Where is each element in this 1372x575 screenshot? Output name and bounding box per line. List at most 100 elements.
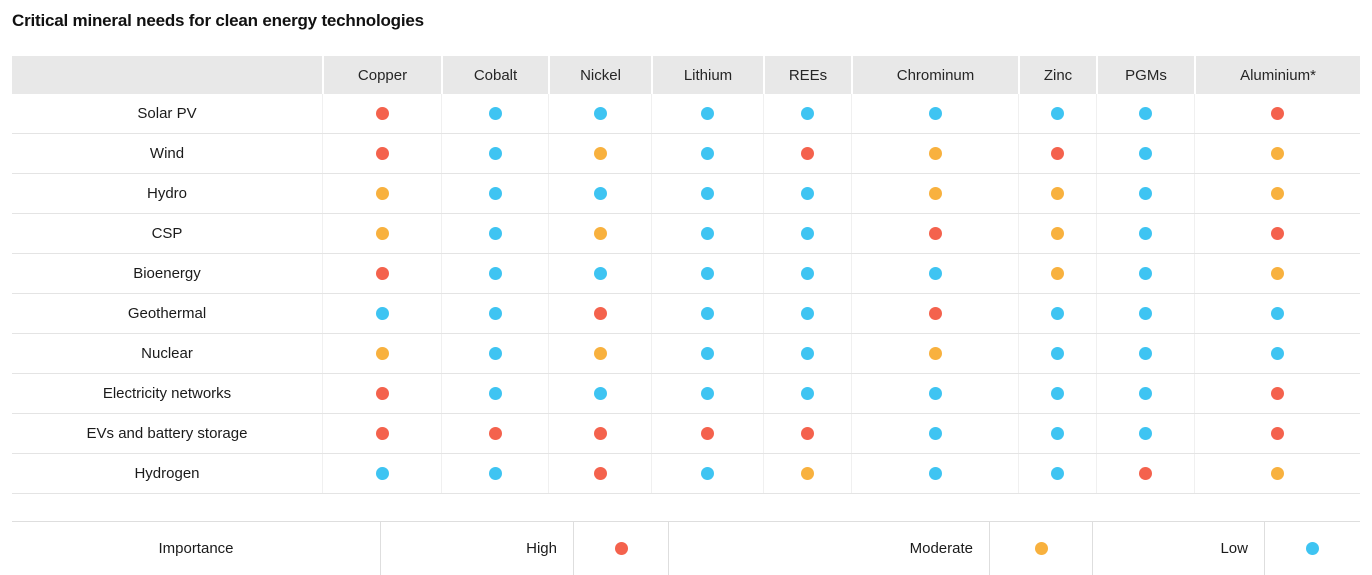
importance-moderate-dot — [928, 147, 942, 160]
importance-cell — [763, 134, 851, 173]
importance-low-dot — [1139, 387, 1152, 400]
importance-cell — [322, 294, 441, 333]
importance-cell — [548, 414, 651, 453]
importance-moderate-dot — [1271, 147, 1284, 160]
table-row: Nuclear — [12, 334, 1360, 374]
importance-high-dot — [1051, 147, 1064, 160]
importance-cell — [1096, 134, 1194, 173]
importance-low-dot — [593, 387, 607, 400]
importance-cell — [1018, 134, 1096, 173]
table-row: Hydro — [12, 174, 1360, 214]
importance-cell — [441, 374, 548, 413]
importance-cell — [1096, 174, 1194, 213]
importance-cell — [651, 334, 763, 373]
importance-low-dot — [1051, 107, 1064, 120]
importance-low-dot — [375, 467, 389, 480]
importance-high-dot — [801, 427, 814, 440]
importance-cell — [441, 454, 548, 493]
column-header: PGMs — [1096, 56, 1194, 94]
importance-cell — [1194, 134, 1360, 173]
importance-moderate-dot — [928, 347, 942, 360]
importance-cell — [322, 174, 441, 213]
importance-cell — [322, 414, 441, 453]
minerals-matrix-table: Copper Cobalt Nickel Lithium REEs Chrominum Zi… — [12, 56, 1360, 494]
importance-cell — [763, 94, 851, 133]
column-header: Nickel — [548, 56, 651, 94]
importance-cell — [851, 334, 1018, 373]
importance-cell — [763, 214, 851, 253]
row-label: Bioenergy — [133, 265, 201, 282]
importance-cell — [651, 414, 763, 453]
importance-cell — [1018, 294, 1096, 333]
importance-cell — [1096, 414, 1194, 453]
table-row: Hydrogen — [12, 454, 1360, 494]
importance-low-dot — [928, 387, 942, 400]
importance-high-dot — [375, 427, 389, 440]
importance-low-dot — [1051, 427, 1064, 440]
legend-low-dot — [1306, 542, 1319, 555]
matrix-body: Solar PV Wind Hydro CSP Bioenergy Geothermal N… — [12, 94, 1360, 494]
importance-cell — [548, 334, 651, 373]
importance-moderate-dot — [1051, 267, 1064, 280]
row-label: EVs and battery storage — [86, 425, 248, 442]
row-label: CSP — [151, 225, 183, 242]
importance-moderate-dot — [801, 467, 814, 480]
importance-moderate-dot — [1271, 187, 1284, 200]
importance-low-dot — [488, 347, 502, 360]
importance-cell — [651, 374, 763, 413]
importance-low-dot — [801, 107, 814, 120]
importance-low-dot — [1139, 267, 1152, 280]
importance-cell — [651, 214, 763, 253]
column-header: Copper — [322, 56, 441, 94]
importance-cell — [651, 294, 763, 333]
importance-cell — [1194, 174, 1360, 213]
importance-low-dot — [928, 267, 942, 280]
importance-cell — [548, 254, 651, 293]
importance-low-dot — [1139, 147, 1152, 160]
importance-low-dot — [701, 267, 714, 280]
table-row: Geothermal — [12, 294, 1360, 334]
importance-cell — [851, 294, 1018, 333]
column-header: Lithium — [651, 56, 763, 94]
importance-high-dot — [928, 307, 942, 320]
row-label: Solar PV — [137, 105, 197, 122]
table-row: Bioenergy — [12, 254, 1360, 294]
importance-low-dot — [701, 387, 714, 400]
importance-cell — [651, 94, 763, 133]
importance-high-dot — [593, 307, 607, 320]
legend-level-dot-cell — [989, 522, 1092, 575]
importance-moderate-dot — [375, 227, 389, 240]
importance-cell — [1194, 454, 1360, 493]
importance-low-dot — [801, 187, 814, 200]
importance-low-dot — [701, 307, 714, 320]
row-label: Geothermal — [127, 305, 207, 322]
importance-cell — [1096, 94, 1194, 133]
importance-moderate-dot — [928, 187, 942, 200]
table-row: EVs and battery storage — [12, 414, 1360, 454]
importance-low-dot — [701, 347, 714, 360]
importance-moderate-dot — [593, 227, 607, 240]
importance-cell — [1018, 94, 1096, 133]
importance-cell — [1018, 334, 1096, 373]
importance-cell — [1018, 254, 1096, 293]
importance-low-dot — [1139, 187, 1152, 200]
importance-cell — [763, 454, 851, 493]
importance-cell — [1096, 334, 1194, 373]
importance-cell — [851, 374, 1018, 413]
importance-cell — [1018, 454, 1096, 493]
legend-level-label: High — [380, 522, 573, 575]
importance-high-dot — [593, 467, 607, 480]
legend-moderate-dot — [1034, 542, 1048, 555]
importance-low-dot — [1271, 347, 1284, 360]
chart-title: Critical mineral needs for clean energy … — [12, 11, 424, 30]
importance-cell — [1194, 254, 1360, 293]
importance-cell — [1096, 374, 1194, 413]
importance-cell — [851, 254, 1018, 293]
importance-high-dot — [375, 147, 389, 160]
importance-high-dot — [488, 427, 502, 440]
importance-cell — [1018, 374, 1096, 413]
importance-cell — [651, 134, 763, 173]
importance-low-dot — [701, 467, 714, 480]
legend-high-dot — [614, 542, 628, 555]
importance-cell — [763, 334, 851, 373]
